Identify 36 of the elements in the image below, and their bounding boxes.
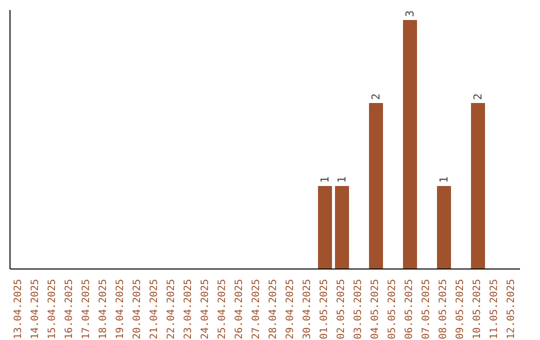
x-tick-label: 08.05.2025 [438, 279, 449, 340]
x-tick-label: 14.04.2025 [30, 279, 41, 340]
x-tick-label: 07.05.2025 [421, 279, 432, 340]
data-label: 2 [370, 93, 382, 100]
x-tick-label: 30.04.2025 [302, 279, 313, 340]
x-tick-label: 22.04.2025 [166, 279, 177, 340]
data-label: 1 [318, 176, 332, 183]
x-tick-label: 11.05.2025 [489, 279, 500, 340]
data-label: 1 [438, 176, 450, 183]
x-tick-label: 26.04.2025 [234, 279, 245, 340]
x-tick-label: 15.04.2025 [47, 279, 58, 340]
x-tick-label: 27.04.2025 [251, 279, 262, 340]
x-tick-label: 10.05.2025 [472, 279, 483, 340]
x-tick-label: 09.05.2025 [455, 279, 466, 340]
x-tick-label: 18.04.2025 [98, 279, 109, 340]
x-tick-label: 02.05.2025 [336, 279, 347, 340]
data-label: 2 [472, 93, 484, 100]
data-label: 1 [336, 176, 348, 183]
x-tick-label: 19.04.2025 [115, 279, 126, 340]
x-tick-label: 21.04.2025 [149, 279, 160, 340]
x-tick-label: 04.05.2025 [370, 279, 381, 340]
x-tick-label: 23.04.2025 [183, 279, 194, 340]
x-tick-label: 03.05.2025 [353, 279, 364, 340]
x-tick-label: 13.04.2025 [13, 279, 24, 340]
x-tick-label: 28.04.2025 [268, 279, 279, 340]
x-tick-label: 06.05.2025 [404, 279, 415, 340]
x-tick-label: 05.05.2025 [387, 279, 398, 340]
x-tick-label: 25.04.2025 [217, 279, 228, 340]
x-tick-label: 29.04.2025 [285, 279, 296, 340]
x-tick-label: 12.05.2025 [506, 279, 517, 340]
x-tick-label: 16.04.2025 [64, 279, 75, 340]
data-label: 3 [404, 10, 416, 17]
x-tick-label: 01.05.2025 [319, 279, 330, 340]
x-tick-label: 17.04.2025 [81, 279, 92, 340]
x-tick-label: 20.04.2025 [132, 279, 143, 340]
x-tick-label: 24.04.2025 [200, 279, 211, 340]
